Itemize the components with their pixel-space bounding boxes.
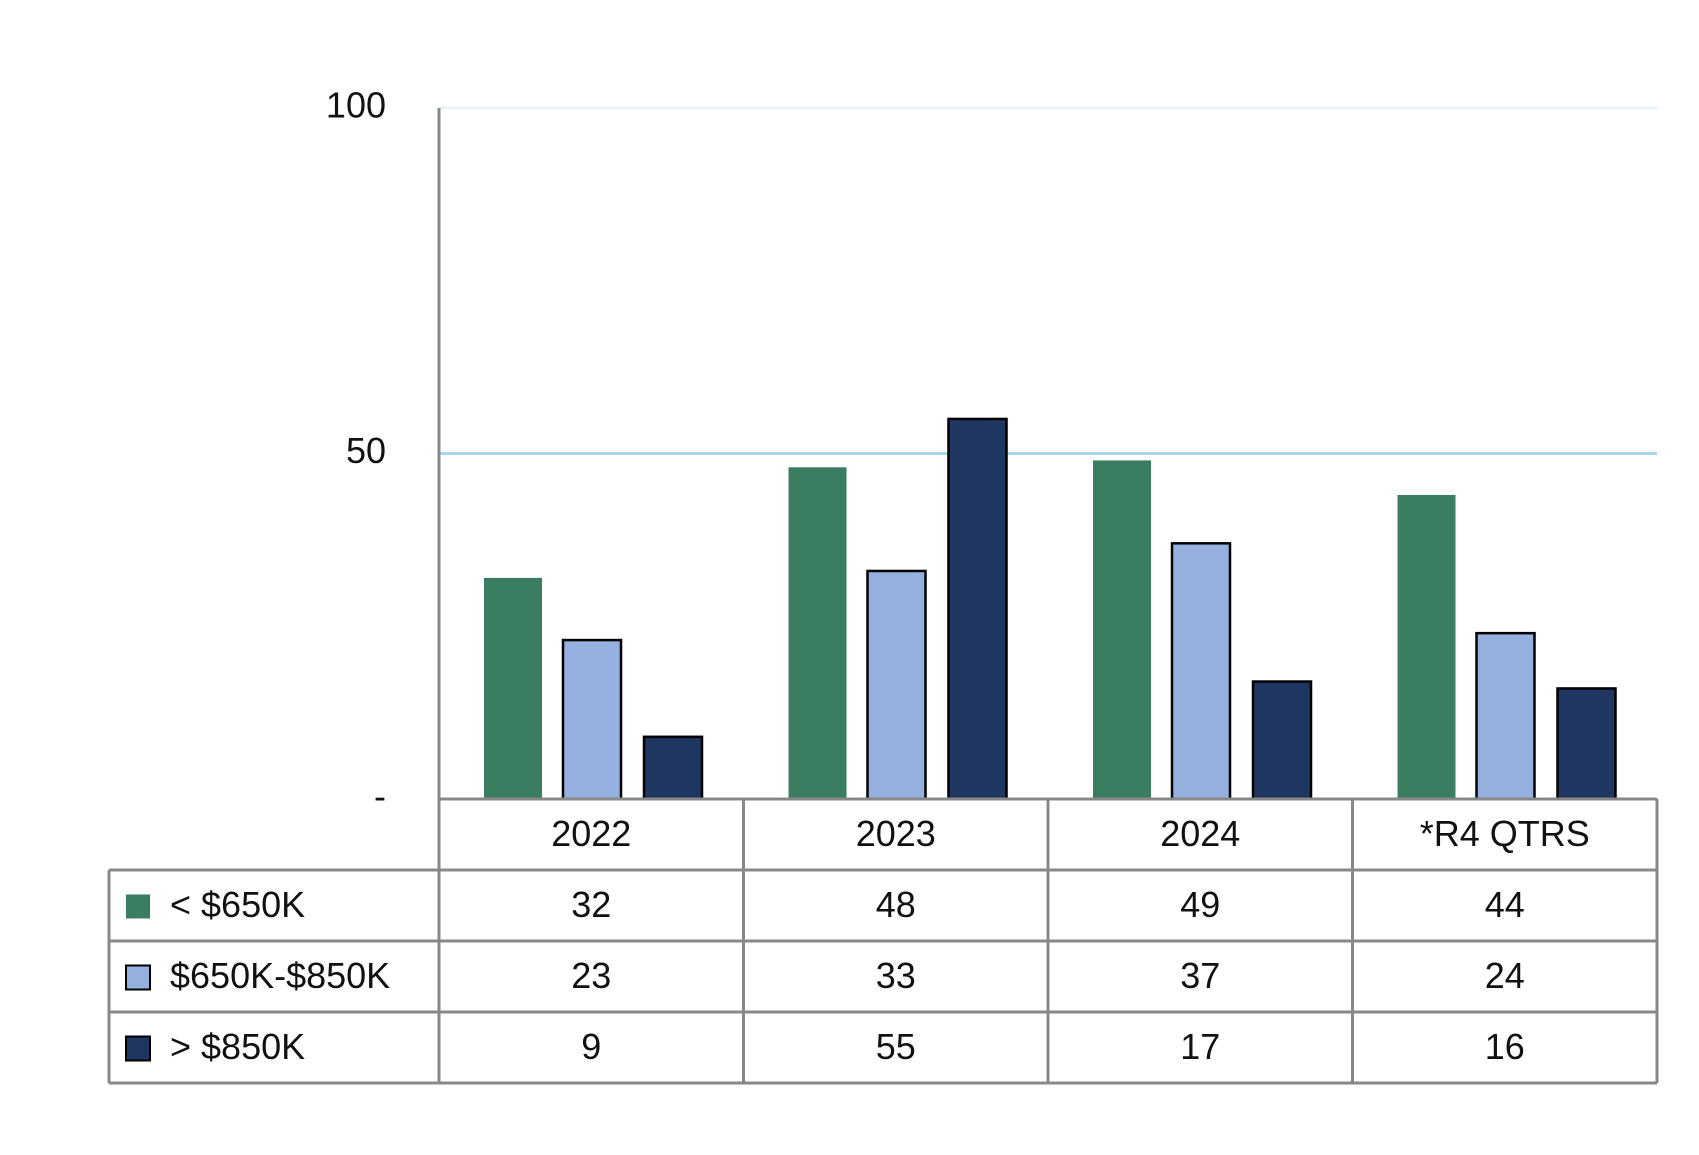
table-value: 48 [876, 884, 916, 925]
bar [866, 569, 927, 801]
bar [947, 417, 1008, 801]
table-value: 9 [581, 1026, 601, 1067]
bar [642, 735, 704, 801]
bar [1475, 631, 1536, 801]
table-value: 17 [1180, 1026, 1220, 1067]
bar [484, 577, 542, 799]
y-tick-label: 50 [346, 430, 386, 471]
legend-label: < $650K [170, 884, 305, 925]
bar [561, 638, 623, 801]
x-tick-label: 2023 [856, 813, 936, 854]
x-tick-label: 2024 [1160, 813, 1240, 854]
bar [1251, 680, 1313, 801]
legend-swatch [125, 1035, 151, 1062]
table-value: 49 [1180, 884, 1220, 925]
legend-label: $650K-$850K [170, 955, 390, 996]
y-tick-label: 100 [326, 85, 386, 126]
x-tick-label: *R4 QTRS [1420, 813, 1590, 854]
table-value: 55 [876, 1026, 916, 1067]
legend-swatch [125, 964, 151, 991]
bar [1556, 687, 1617, 801]
table-value: 23 [571, 955, 611, 996]
x-tick-label: 2022 [551, 813, 631, 854]
bar [1093, 460, 1151, 799]
table-value: 37 [1180, 955, 1220, 996]
bar [1170, 542, 1232, 801]
table-value: 16 [1485, 1026, 1525, 1067]
table-value: 24 [1485, 955, 1525, 996]
bar [788, 467, 847, 799]
legend-label: > $850K [170, 1026, 305, 1067]
table-value: 32 [571, 884, 611, 925]
table-value: 33 [876, 955, 916, 996]
legend-swatch [126, 894, 150, 919]
bar [1397, 494, 1456, 799]
table-value: 44 [1485, 884, 1525, 925]
y-tick-label: - [374, 776, 386, 817]
